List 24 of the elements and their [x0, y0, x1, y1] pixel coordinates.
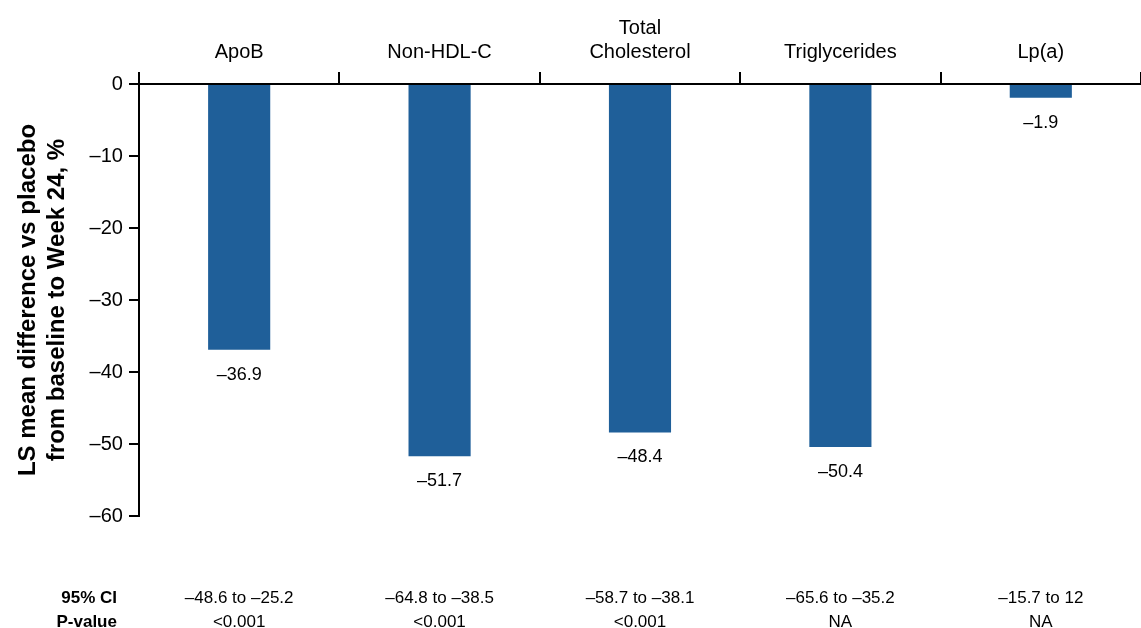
- x-tick-label: ApoB: [214, 39, 264, 62]
- data-label: –36.9: [216, 363, 262, 384]
- text: –48.6 to –25.2 <0.001: [184, 587, 294, 628]
- data-label: –50.4: [817, 460, 863, 481]
- text: –64.8 to –38.5 <0.001: [385, 587, 494, 628]
- y-tick-label: –40: [89, 359, 123, 382]
- x-tick-label: Triglycerides: [784, 39, 897, 62]
- data-label: –1.9: [1023, 111, 1059, 132]
- text: –58.7 to –38.1 <0.001: [585, 587, 695, 628]
- y-tick-label: –20: [89, 215, 123, 238]
- y-tick-label: –10: [89, 143, 123, 166]
- y-tick-label: –30: [89, 287, 123, 310]
- data-label: –51.7: [417, 470, 463, 491]
- y-tick-label: –60: [89, 503, 123, 526]
- y-tick-label: –50: [89, 431, 123, 454]
- x-tick-label: Lp(a): [1017, 39, 1065, 62]
- x-tick-label: Total Cholesterol: [589, 15, 691, 62]
- text: 95% CI P-value: [56, 587, 117, 628]
- data-label: –48.4: [617, 446, 663, 467]
- text: –65.6 to –35.2 NA: [786, 587, 895, 628]
- y-axis-title: LS mean difference vs placebo from baseline to Week 24, %: [13, 123, 69, 477]
- y-tick-label: 0: [111, 71, 123, 94]
- text: –15.7 to 12 NA: [998, 587, 1084, 628]
- x-tick-label: Non-HDL-C: [387, 39, 492, 62]
